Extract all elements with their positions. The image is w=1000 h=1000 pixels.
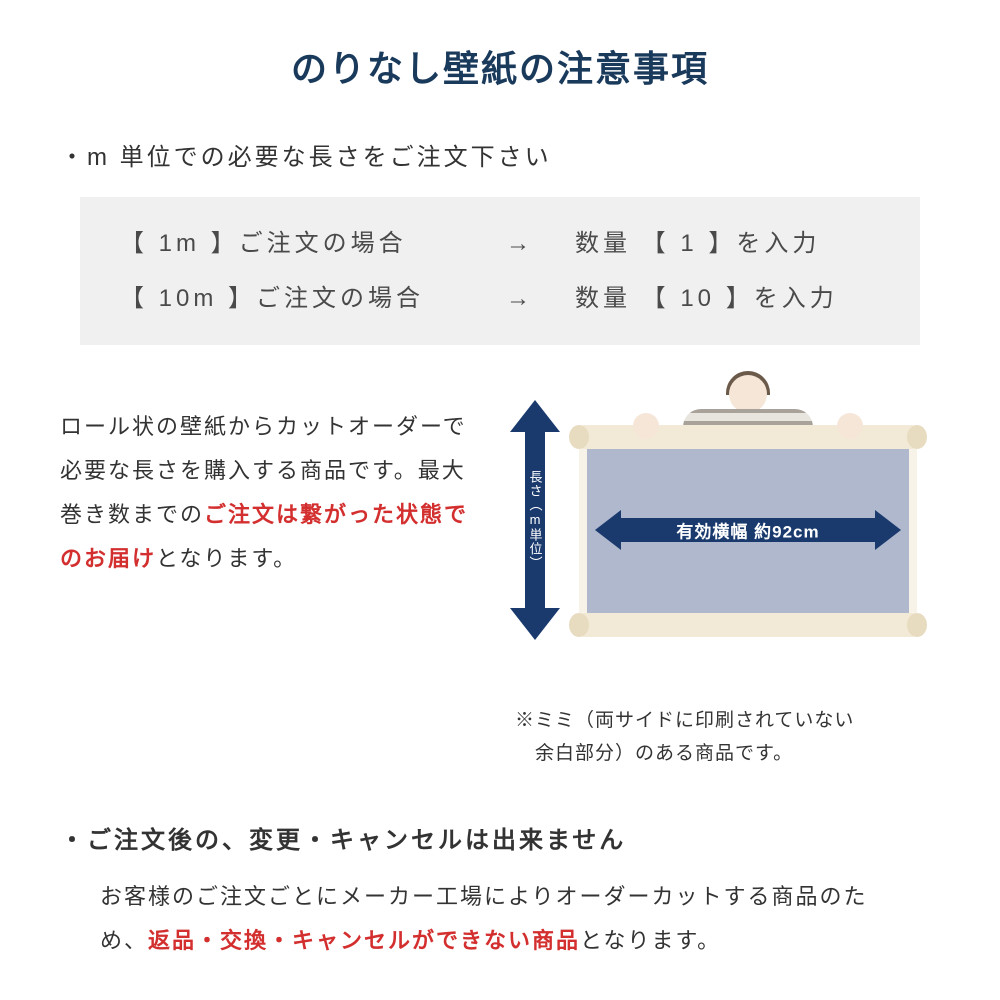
desc-part2: となります。	[156, 546, 297, 571]
margin-note: ※ミミ（両サイドに印刷されていない 余白部分）のある商品です。	[515, 705, 940, 770]
no-cancel-body: お客様のご注文ごとにメーカー工場によりオーダーカットする商品のため、返品・交換・…	[60, 875, 940, 963]
person-head	[729, 375, 767, 413]
description-and-diagram: ロール状の壁紙からカットオーダーで必要な長さを購入する商品です。最大巻き数までの…	[60, 385, 940, 675]
wallpaper-dimension-diagram: 長さ（m単位） 有効横幅 約92cm	[505, 385, 940, 675]
example-1m-left: 【 1m 】ご注文の場合	[120, 222, 465, 265]
roll-top	[573, 425, 923, 449]
bullet-order-by-meter: ・m 単位での必要な長さをご注文下さい	[60, 137, 940, 172]
arrow-right-icon	[875, 510, 901, 550]
example-10m-left: 【 10m 】ご注文の場合	[120, 277, 465, 320]
arrow-icon: →	[465, 277, 575, 320]
page-title: のりなし壁紙の注意事項	[60, 40, 940, 92]
width-arrow-horizontal: 有効横幅 約92cm	[595, 510, 901, 550]
example-10m-right: 数量 【 10 】を入力	[575, 277, 838, 320]
example-1m-right: 数量 【 1 】を入力	[575, 222, 820, 265]
arrow-icon: →	[465, 222, 575, 265]
quantity-example-box: 【 1m 】ご注文の場合 → 数量 【 1 】を入力 【 10m 】ご注文の場合…	[80, 197, 920, 345]
width-label: 有効横幅 約92cm	[676, 518, 819, 543]
example-row-10m: 【 10m 】ご注文の場合 → 数量 【 10 】を入力	[120, 277, 880, 320]
length-arrow-vertical: 長さ（m単位）	[510, 400, 560, 640]
mimi-line2: 余白部分）のある商品です。	[515, 743, 793, 764]
mimi-line1: ※ミミ（両サイドに印刷されていない	[515, 710, 854, 731]
cancel-body-red: 返品・交換・キャンセルができない商品	[148, 928, 580, 953]
arrow-left-icon	[595, 510, 621, 550]
length-label: 長さ（m単位）	[526, 470, 545, 570]
no-cancel-heading: ・ご注文後の、変更・キャンセルは出来ません	[60, 820, 940, 855]
arrow-down-icon	[510, 608, 560, 640]
cut-order-description: ロール状の壁紙からカットオーダーで必要な長さを購入する商品です。最大巻き数までの…	[60, 385, 480, 675]
arrow-up-icon	[510, 400, 560, 432]
roll-bottom	[573, 613, 923, 637]
example-row-1m: 【 1m 】ご注文の場合 → 数量 【 1 】を入力	[120, 222, 880, 265]
cancel-body-part2: となります。	[580, 928, 721, 953]
